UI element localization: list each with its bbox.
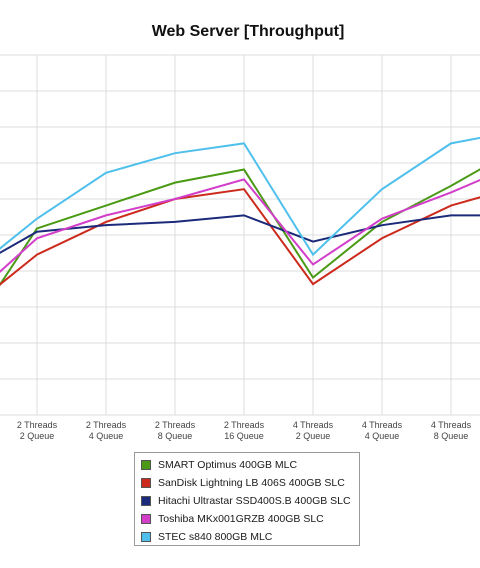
- legend-item: SanDisk Lightning LB 406S 400GB SLC: [141, 474, 359, 492]
- legend-label: STEC s840 800GB MLC: [158, 531, 273, 543]
- series-line-4: [0, 178, 480, 273]
- x-tick-label: 2 Threads 16 Queue: [224, 420, 265, 441]
- x-tick-label: 2 Threads 4 Queue: [86, 420, 127, 441]
- x-tick-label: 4 Threads 2 Queue: [293, 420, 334, 441]
- legend-label: SanDisk Lightning LB 406S 400GB SLC: [158, 477, 345, 489]
- legend-swatch: [141, 496, 151, 506]
- legend-swatch: [141, 532, 151, 542]
- legend-item: Hitachi Ultrastar SSD400S.B 400GB SLC: [141, 492, 359, 510]
- chart-title: Web Server [Throughput]: [152, 23, 345, 40]
- legend-item: SMART Optimus 400GB MLC: [141, 456, 359, 474]
- series-line-3: [0, 214, 480, 254]
- legend: SMART Optimus 400GB MLC SanDisk Lightning…: [134, 452, 360, 546]
- legend-swatch: [141, 478, 151, 488]
- x-tick-label: 2 Threads 8 Queue: [155, 420, 196, 441]
- legend-swatch: [141, 460, 151, 470]
- x-tick-label: 2 Threads 2 Queue: [17, 420, 58, 441]
- legend-item: Toshiba MKx001GRZB 400GB SLC: [141, 510, 359, 528]
- series-lines: [0, 136, 480, 287]
- series-line-2: [0, 188, 480, 286]
- legend-item: STEC s840 800GB MLC: [141, 528, 359, 546]
- legend-swatch: [141, 514, 151, 524]
- legend-label: Toshiba MKx001GRZB 400GB SLC: [158, 513, 324, 525]
- legend-label: Hitachi Ultrastar SSD400S.B 400GB SLC: [158, 495, 351, 507]
- x-tick-label: 4 Threads 4 Queue: [362, 420, 403, 441]
- legend-label: SMART Optimus 400GB MLC: [158, 459, 298, 471]
- series-line-5: [0, 136, 480, 257]
- series-line-1: [0, 168, 480, 287]
- gridlines: [0, 54, 480, 416]
- x-tick-label: 4 Threads 8 Queue: [431, 420, 472, 441]
